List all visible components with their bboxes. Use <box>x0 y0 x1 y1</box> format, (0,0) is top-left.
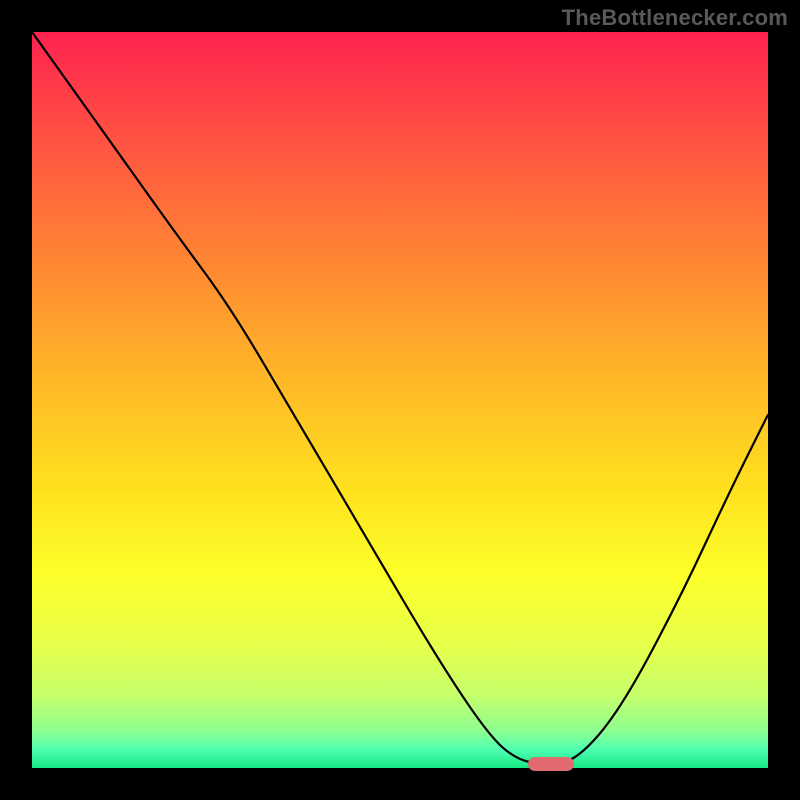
curve-path <box>32 32 768 763</box>
plot-area <box>32 32 768 768</box>
chart-frame: TheBottlenecker.com <box>0 0 800 800</box>
attribution-label: TheBottlenecker.com <box>562 5 788 31</box>
bottleneck-curve <box>32 32 768 768</box>
optimal-marker <box>528 757 574 771</box>
